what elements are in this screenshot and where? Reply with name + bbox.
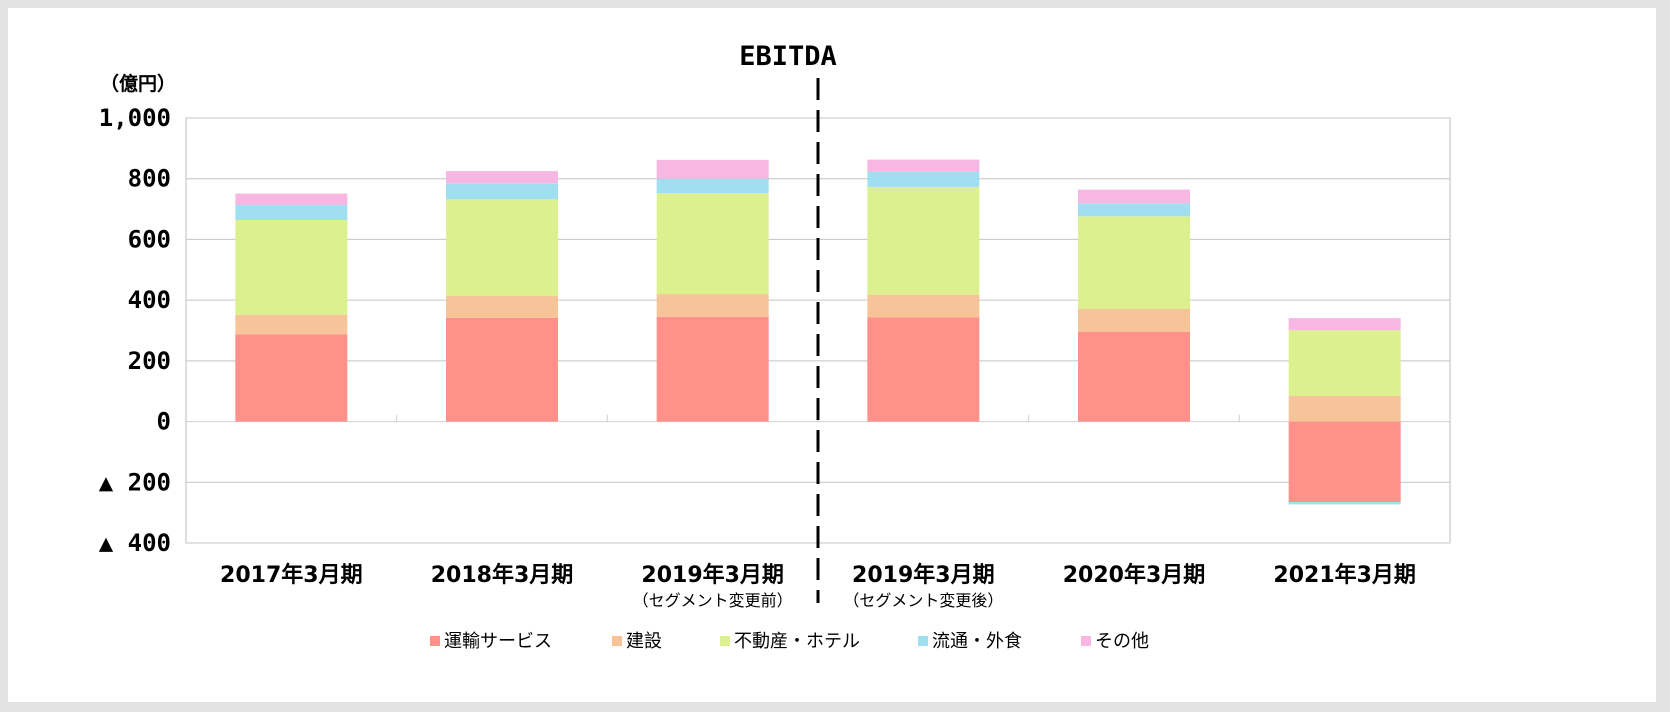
x-category-label: 2019年3月期: [852, 562, 995, 588]
y-tick-label: 600: [128, 225, 171, 253]
bar-segment: [446, 295, 558, 318]
bar-segment: [656, 193, 769, 295]
bar-segment: [656, 159, 769, 179]
bar-segment: [446, 199, 558, 296]
bar-segment: [235, 204, 348, 220]
bar-segment: [656, 294, 769, 317]
legend-swatch: [612, 636, 622, 646]
legend-label: 建設: [626, 631, 662, 652]
legend: 運輸サービス 建設 不動産・ホテル 流通・外食 その他: [430, 631, 1149, 652]
bar-segment: [867, 294, 980, 318]
bar-segment: [867, 171, 980, 187]
bar-segment: [867, 159, 980, 172]
bar-segment: [1288, 330, 1401, 397]
bar-segment: [1288, 502, 1401, 505]
y-tick-label: 1,000: [99, 104, 171, 132]
bar-segment: [1288, 396, 1401, 422]
bar-segment: [1288, 421, 1401, 503]
legend-swatch: [430, 636, 440, 646]
bar-segment: [1078, 331, 1190, 422]
y-tick-label: 200: [128, 347, 171, 375]
bar-segment: [1078, 216, 1190, 309]
stacked-bars: [235, 159, 1401, 505]
x-category-label: 2017年3月期: [220, 562, 363, 588]
bar-segment: [235, 193, 348, 205]
bar-segment: [1078, 308, 1190, 332]
x-category-label: 2019年3月期: [641, 562, 784, 588]
y-tick-label: ▲ 400: [99, 529, 171, 557]
bar-segment: [1078, 189, 1190, 204]
x-category-note: （セグメント変更前）: [633, 591, 793, 610]
ebitda-chart: EBITDA （億円） 1,000 800 600 400 200 0 ▲ 200 ▲ 400…: [99, 41, 1451, 652]
y-tick-label: ▲ 200: [99, 468, 171, 496]
y-tick-label: 0: [157, 408, 171, 436]
bar-segment: [867, 317, 980, 422]
y-tick-label: 800: [128, 165, 171, 193]
bar-segment: [235, 314, 348, 335]
bar-segment: [446, 317, 558, 422]
legend-swatch: [1081, 636, 1091, 646]
bar-segment: [1288, 318, 1401, 331]
y-axis-ticks: 1,000 800 600 400 200 0 ▲ 200 ▲ 400: [99, 104, 171, 557]
legend-swatch: [720, 636, 730, 646]
x-category-label: 2018年3月期: [431, 562, 574, 588]
bar-segment: [446, 183, 558, 200]
x-category-note: （セグメント変更後）: [843, 591, 1003, 610]
legend-label: 運輸サービス: [444, 631, 552, 652]
bar-segment: [446, 171, 558, 184]
x-category-label: 2021年3月期: [1273, 562, 1416, 588]
legend-swatch: [918, 636, 928, 646]
x-category-label: 2020年3月期: [1063, 562, 1206, 588]
bar-segment: [656, 178, 769, 194]
bar-segment: [656, 316, 769, 422]
bar-segment: [235, 220, 348, 315]
y-axis-unit-label: （億円）: [100, 72, 176, 95]
bar-segment: [867, 186, 980, 295]
legend-label: 不動産・ホテル: [734, 631, 860, 652]
bar-segment: [1078, 203, 1190, 217]
legend-label: その他: [1095, 631, 1149, 652]
bar-segment: [235, 334, 348, 422]
chart-title: EBITDA: [739, 41, 837, 72]
y-tick-label: 400: [128, 286, 171, 314]
x-axis-categories: 2017年3月期 2018年3月期 2019年3月期 （セグメント変更前） 2019年3…: [220, 562, 1416, 610]
chart-panel: EBITDA （億円） 1,000 800 600 400 200 0 ▲ 200 ▲ 400…: [8, 8, 1656, 702]
legend-label: 流通・外食: [932, 631, 1022, 652]
